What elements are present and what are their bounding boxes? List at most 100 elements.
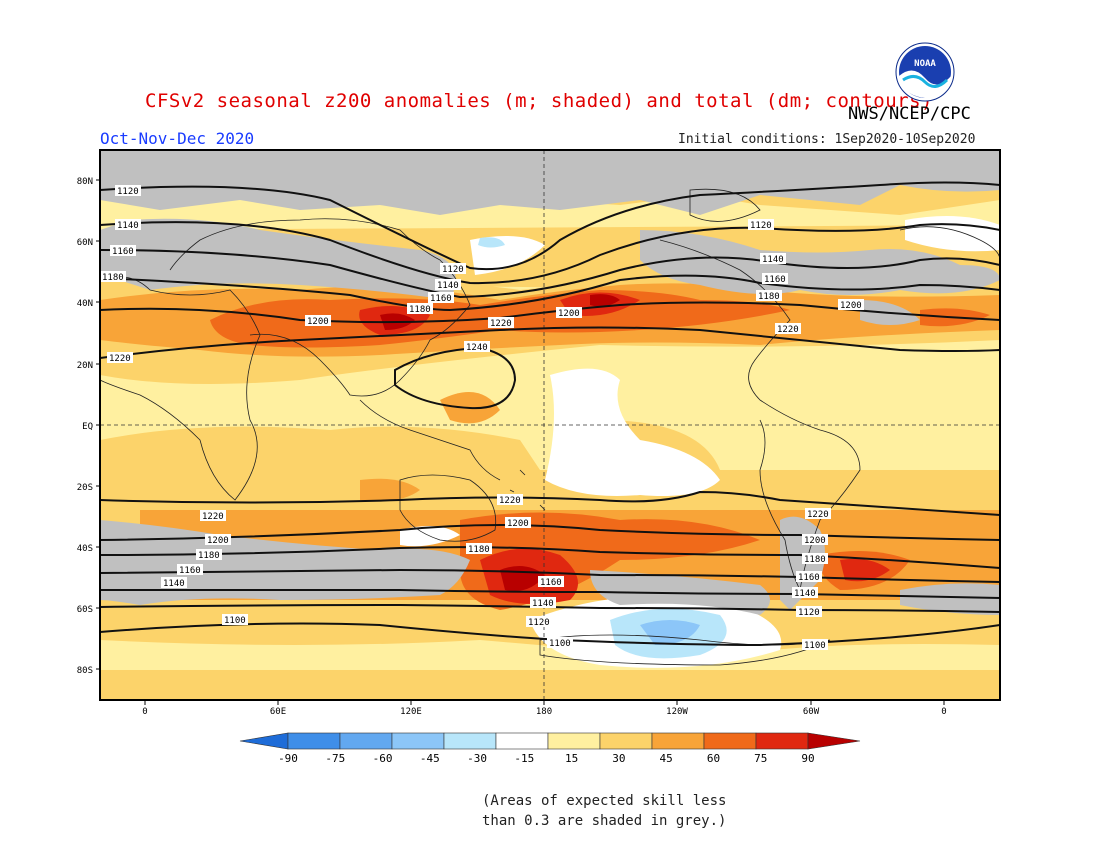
contour-label: 1140 xyxy=(161,577,187,589)
colorbar-box xyxy=(391,732,445,750)
svg-text:1120: 1120 xyxy=(117,187,139,197)
svg-text:1180: 1180 xyxy=(468,545,490,555)
svg-text:1140: 1140 xyxy=(794,589,816,599)
svg-text:1120: 1120 xyxy=(442,265,464,275)
contour-label: 1180 xyxy=(802,553,828,565)
contour-label: 1220 xyxy=(497,494,523,506)
contour-label: 1160 xyxy=(177,564,203,576)
svg-text:1160: 1160 xyxy=(540,578,562,588)
colorbar-box xyxy=(755,732,809,750)
svg-text:1220: 1220 xyxy=(109,354,131,364)
contour-label: 1200 xyxy=(838,299,864,311)
contour-label: 1120 xyxy=(115,185,141,197)
colorbar-tick-label: -45 xyxy=(420,752,440,765)
contour-label: 1220 xyxy=(775,323,801,335)
svg-text:1200: 1200 xyxy=(507,519,529,529)
colorbar-box xyxy=(443,732,497,750)
contour-label: 1100 xyxy=(222,614,248,626)
svg-text:1160: 1160 xyxy=(112,247,134,257)
lat-tick-label: 40S xyxy=(77,544,93,554)
contour-label: 1160 xyxy=(538,576,564,588)
contour-label: 1120 xyxy=(796,606,822,618)
svg-text:1140: 1140 xyxy=(117,221,139,231)
svg-text:1240: 1240 xyxy=(466,343,488,353)
svg-text:1100: 1100 xyxy=(549,639,571,649)
lon-tick-label: 120W xyxy=(666,707,688,717)
contour-label: 1100 xyxy=(547,637,573,649)
contour-label: 1160 xyxy=(110,245,136,257)
contour-label: 1180 xyxy=(196,549,222,561)
contour-label: 1180 xyxy=(756,290,782,302)
svg-text:1180: 1180 xyxy=(198,551,220,561)
svg-text:1220: 1220 xyxy=(807,510,829,520)
colorbar-tick-label: -60 xyxy=(373,752,393,765)
contour-label: 1180 xyxy=(407,303,433,315)
colorbar-tick-label: 75 xyxy=(754,752,767,765)
svg-text:1200: 1200 xyxy=(804,536,826,546)
colorbar-max-arrow xyxy=(807,732,861,750)
svg-text:1180: 1180 xyxy=(758,292,780,302)
contour-label: 1140 xyxy=(115,219,141,231)
lon-tick-label: 0 xyxy=(941,707,946,717)
contour-label: 1140 xyxy=(792,587,818,599)
colorbar-box xyxy=(651,732,705,750)
contour-label: 1200 xyxy=(205,534,231,546)
svg-text:1200: 1200 xyxy=(840,301,862,311)
contour-label: 1100 xyxy=(802,639,828,651)
contour-label: 1220 xyxy=(107,352,133,364)
lat-tick-label: EQ xyxy=(82,422,93,432)
coastlines xyxy=(100,188,1000,666)
colorbar-min-arrow xyxy=(239,732,289,750)
colorbar-tick-label: 45 xyxy=(660,752,673,765)
svg-text:1100: 1100 xyxy=(804,641,826,651)
contour-label: 1120 xyxy=(440,263,466,275)
lon-tick-label: 0 xyxy=(142,707,147,717)
colorbar-tick-label: 90 xyxy=(801,752,814,765)
svg-text:1140: 1140 xyxy=(532,599,554,609)
skill-note-line: (Areas of expected skill less xyxy=(482,793,727,809)
svg-text:1200: 1200 xyxy=(207,536,229,546)
contour-label: 1220 xyxy=(805,508,831,520)
colorbar-box xyxy=(703,732,757,750)
contour-label: 1140 xyxy=(760,253,786,265)
height-contours xyxy=(100,181,1000,647)
initial-conditions-label: Initial conditions: 1Sep2020-10Sep2020 xyxy=(678,132,976,147)
contour-label: 1200 xyxy=(802,534,828,546)
lat-tick-label: 20N xyxy=(77,361,93,371)
svg-text:NOAA: NOAA xyxy=(914,59,936,69)
svg-text:1120: 1120 xyxy=(798,608,820,618)
svg-text:1120: 1120 xyxy=(750,221,772,231)
contour-label: 1240 xyxy=(464,341,490,353)
colorbar-box xyxy=(339,732,393,750)
colorbar-tick-label: -90 xyxy=(278,752,298,765)
colorbar-tick-label: 15 xyxy=(565,752,578,765)
contour-label: 1120 xyxy=(748,219,774,231)
contour-label: 1160 xyxy=(428,292,454,304)
colorbar-box xyxy=(599,732,653,750)
contour-label: 1180 xyxy=(100,271,126,283)
contour-label: 1220 xyxy=(488,317,514,329)
lon-tick-label: 60E xyxy=(270,707,286,717)
svg-text:1180: 1180 xyxy=(409,305,431,315)
svg-text:1160: 1160 xyxy=(764,275,786,285)
colorbar-tick-label: 60 xyxy=(707,752,720,765)
contour-label: 1140 xyxy=(435,279,461,291)
svg-text:1140: 1140 xyxy=(437,281,459,291)
contour-label: 1140 xyxy=(530,597,556,609)
svg-text:1220: 1220 xyxy=(490,319,512,329)
svg-text:1220: 1220 xyxy=(777,325,799,335)
colorbar-box xyxy=(287,732,341,750)
contour-label: 1160 xyxy=(796,571,822,583)
svg-text:1220: 1220 xyxy=(202,512,224,522)
contour-label: 1200 xyxy=(505,517,531,529)
svg-text:1160: 1160 xyxy=(179,566,201,576)
svg-text:1160: 1160 xyxy=(798,573,820,583)
skill-note-line: than 0.3 are shaded in grey.) xyxy=(482,813,727,829)
lat-tick-label: 60N xyxy=(77,238,93,248)
colorbar-tick-label: 30 xyxy=(612,752,625,765)
colorbar-tick-label: -30 xyxy=(467,752,487,765)
svg-text:1160: 1160 xyxy=(430,294,452,304)
colorbar-box xyxy=(495,732,549,750)
contour-label: 1160 xyxy=(762,273,788,285)
